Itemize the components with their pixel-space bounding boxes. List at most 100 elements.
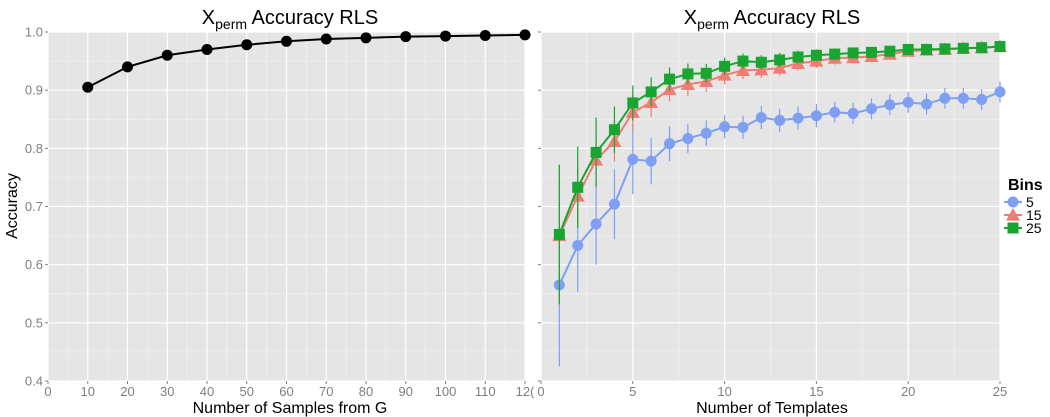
right-data-point [810, 110, 822, 122]
left-title-main: X [202, 7, 215, 29]
right-data-point [645, 86, 657, 98]
left-y-tick-label: 0.4 [25, 374, 43, 389]
right-data-point [608, 198, 620, 210]
left-x-tick-label: 100 [435, 384, 457, 399]
left-y-tick-label: 0.7 [25, 199, 43, 214]
right-data-point [774, 54, 786, 66]
right-data-point [902, 43, 914, 55]
left-y-tick-label: 0.9 [25, 83, 43, 98]
left-x-tick-label: 60 [279, 384, 293, 399]
right-data-point [608, 124, 620, 136]
right-data-point [572, 181, 584, 193]
right-data-point [792, 112, 804, 124]
right-data-point [572, 239, 584, 251]
right-data-point [976, 93, 988, 105]
right-data-point [627, 153, 639, 165]
left-y-tick-label: 0.6 [25, 257, 43, 272]
right-data-point [976, 42, 988, 54]
right-data-point [755, 112, 767, 124]
right-chart-title: Xperm Accuracy RLS [684, 7, 860, 32]
legend-item-5: 5 [1004, 194, 1034, 210]
right-chart: Xperm Accuracy RLS Number of Templates 0… [537, 7, 1007, 417]
right-data-point [590, 146, 602, 158]
right-series-25 [553, 41, 1006, 305]
right-x-tick-label: 10 [717, 384, 731, 399]
right-data-point [829, 48, 841, 60]
right-data-point [884, 99, 896, 111]
right-data-point [682, 68, 694, 80]
right-title-sub: perm [697, 16, 729, 32]
right-data-point [865, 103, 877, 115]
left-x-tick-label: 50 [240, 384, 254, 399]
left-x-tick-label: 70 [319, 384, 333, 399]
legend-label: 5 [1026, 194, 1034, 210]
legend-item-15: 15 [1004, 207, 1042, 223]
right-x-tick-label: 0 [537, 384, 544, 399]
left-title-rest: Accuracy RLS [247, 7, 378, 29]
right-data-point [921, 43, 933, 55]
left-x-tick-label: 110 [475, 384, 496, 399]
left-title-sub: perm [215, 16, 247, 32]
left-chart: Xperm Accuracy RLS Accuracy Number of Sa… [4, 7, 535, 417]
left-series-line [87, 33, 526, 89]
left-x-axis-label: Number of Samples from G [193, 400, 388, 417]
right-x-tick-label: 20 [901, 384, 915, 399]
right-x-tick-label: 25 [993, 384, 1007, 399]
left-x-tick-label: 12( [516, 384, 535, 399]
right-title-main: X [684, 7, 697, 29]
right-data-point [645, 155, 657, 167]
left-data-point [519, 29, 531, 41]
right-data-point [902, 96, 914, 108]
right-data-point [939, 92, 951, 104]
right-data-point [590, 218, 602, 230]
left-x-tick-label: 40 [200, 384, 214, 399]
left-data-point [440, 30, 451, 42]
right-data-point [755, 56, 767, 68]
left-y-axis-label: Accuracy [4, 173, 21, 239]
left-data-point [400, 31, 412, 43]
right-data-point [957, 92, 969, 104]
right-data-point [700, 67, 712, 79]
left-x-tick-label: 20 [120, 384, 134, 399]
right-data-point [994, 41, 1006, 53]
right-data-point [847, 107, 859, 119]
right-data-point [735, 63, 750, 76]
legend-label: 15 [1026, 207, 1042, 223]
right-data-point [829, 106, 841, 118]
left-y-tick-label: 0.8 [25, 141, 43, 156]
right-x-axis-label: Number of Templates [696, 400, 848, 417]
left-data-point [122, 61, 133, 73]
left-data-point [241, 39, 253, 51]
left-x-tick-label: 90 [399, 384, 413, 399]
right-data-point [772, 61, 787, 74]
legend-key-marker [1006, 208, 1020, 221]
left-x-tick-label: 10 [81, 384, 95, 399]
left-y-tick-label: 0.5 [25, 315, 43, 330]
legend-label: 25 [1026, 220, 1042, 236]
legend-key-marker [1007, 222, 1019, 234]
right-data-point [553, 228, 565, 240]
right-data-point [719, 121, 731, 133]
left-data-point [201, 43, 213, 55]
right-data-point [664, 73, 676, 85]
left-data-point [281, 35, 292, 47]
right-data-point [957, 42, 969, 54]
left-series-0 [82, 29, 531, 93]
left-y-tick-label: 1.0 [25, 25, 43, 40]
left-data-point [82, 81, 94, 93]
right-data-point [939, 43, 951, 55]
right-data-point [865, 46, 877, 58]
right-data-point [700, 127, 712, 139]
right-title-rest: Accuracy RLS [729, 7, 860, 29]
legend-key-marker [1007, 196, 1019, 208]
right-x-tick-label: 15 [809, 384, 823, 399]
left-data-point [320, 33, 332, 45]
right-data-point [664, 138, 676, 150]
left-data-point [479, 29, 491, 41]
right-data-point [737, 55, 749, 67]
right-data-point [847, 47, 859, 59]
legend-title: Bins [1008, 177, 1043, 194]
right-data-point [994, 86, 1006, 98]
